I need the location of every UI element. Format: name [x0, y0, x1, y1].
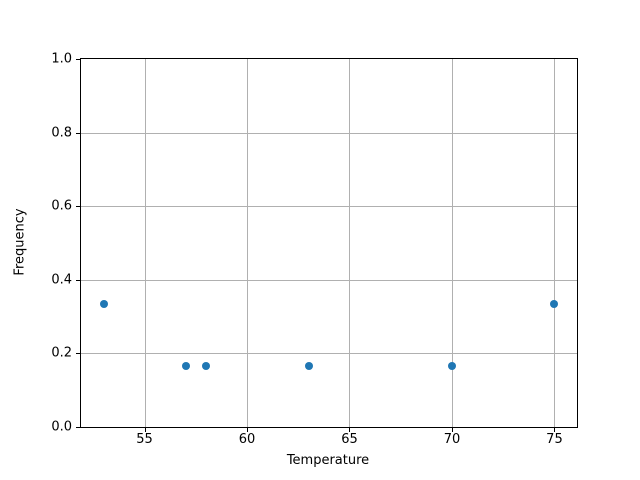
y-tick-label: 0.6	[51, 198, 72, 214]
y-tick-mark	[76, 59, 80, 60]
y-tick-label: 0.2	[51, 345, 72, 361]
x-tick-label: 55	[136, 432, 153, 447]
y-tick-label: 0.0	[51, 419, 72, 435]
x-tick-label: 65	[341, 432, 358, 447]
data-point	[447, 361, 456, 370]
x-gridline	[451, 59, 453, 427]
data-point	[550, 300, 559, 309]
y-gridline	[81, 353, 577, 355]
x-tick-mark	[451, 428, 453, 432]
y-tick-mark	[76, 353, 80, 355]
y-gridline	[81, 279, 577, 281]
x-tick-mark	[349, 428, 351, 432]
y-gridline	[81, 132, 577, 134]
y-tick-label: 0.8	[51, 125, 72, 141]
y-gridline	[81, 206, 577, 208]
x-tick-mark	[554, 428, 556, 432]
y-tick-mark	[76, 279, 80, 281]
x-tick-label: 70	[443, 432, 461, 447]
x-tick-label: 75	[546, 432, 563, 447]
plot-area	[80, 58, 578, 428]
data-point	[304, 361, 313, 370]
y-tick-mark	[76, 132, 80, 134]
x-gridline	[349, 59, 351, 427]
x-gridline	[554, 59, 556, 427]
y-axis-label: Frequency	[12, 208, 28, 276]
y-tick-mark	[76, 206, 80, 208]
data-point	[202, 361, 211, 370]
x-gridline	[144, 59, 146, 427]
data-point	[181, 361, 190, 370]
data-point	[99, 300, 108, 309]
y-tick-label: 0.4	[51, 272, 72, 288]
x-tick-label: 60	[238, 432, 256, 447]
y-tick-mark	[76, 427, 80, 428]
x-gridline	[247, 59, 249, 427]
x-tick-mark	[144, 428, 146, 432]
x-tick-mark	[247, 428, 249, 432]
x-axis-label: Temperature	[286, 453, 370, 468]
y-tick-label: 1.0	[51, 51, 72, 67]
